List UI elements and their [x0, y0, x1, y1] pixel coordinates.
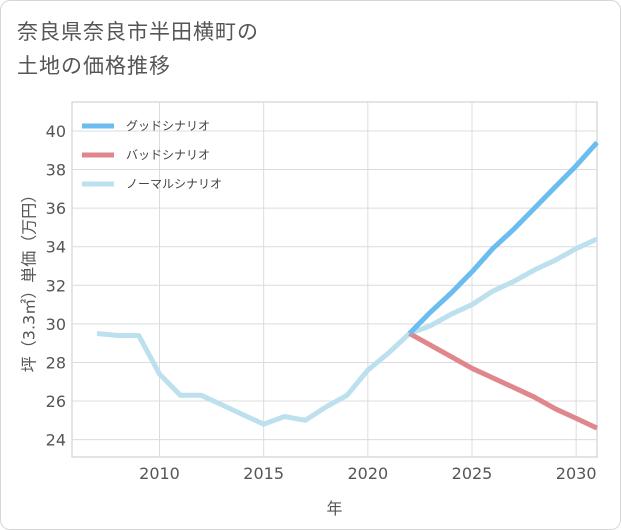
chart-title-line-2: 土地の価格推移: [17, 54, 171, 78]
legend-label-bad: バッドシナリオ: [126, 148, 210, 162]
y-tick-label: 38: [46, 161, 66, 180]
series-line-good: [407, 140, 599, 336]
series-line-bad: [408, 331, 599, 431]
y-tick-label: 34: [46, 238, 66, 257]
y-tick-label: 40: [46, 122, 66, 141]
chart-title-line-1: 奈良県奈良市半田横町の: [17, 20, 259, 44]
y-tick-label: 26: [46, 392, 66, 411]
x-tick-label: 2010: [139, 464, 180, 483]
x-tick-label: 2025: [452, 464, 493, 483]
x-axis-label: 年: [326, 499, 342, 518]
legend-label-normal: ノーマルシナリオ: [126, 177, 222, 191]
y-tick-label: 24: [46, 431, 66, 450]
y-tick-label: 32: [46, 276, 66, 295]
legend-label-good: グッドシナリオ: [126, 119, 210, 133]
x-tick-label: 2015: [243, 464, 284, 483]
y-axis-label: 坪（3.3㎡）単価（万円）: [20, 187, 39, 372]
x-tick-label: 2020: [347, 464, 388, 483]
series-line-normal: [96, 236, 599, 427]
y-tick-label: 36: [46, 199, 66, 218]
chart-title: 奈良県奈良市半田横町の 土地の価格推移: [17, 15, 259, 83]
x-tick-label: 2030: [556, 464, 597, 483]
plot-frame: [71, 101, 598, 458]
y-tick-label: 30: [46, 315, 66, 334]
y-tick-label: 28: [46, 353, 66, 372]
